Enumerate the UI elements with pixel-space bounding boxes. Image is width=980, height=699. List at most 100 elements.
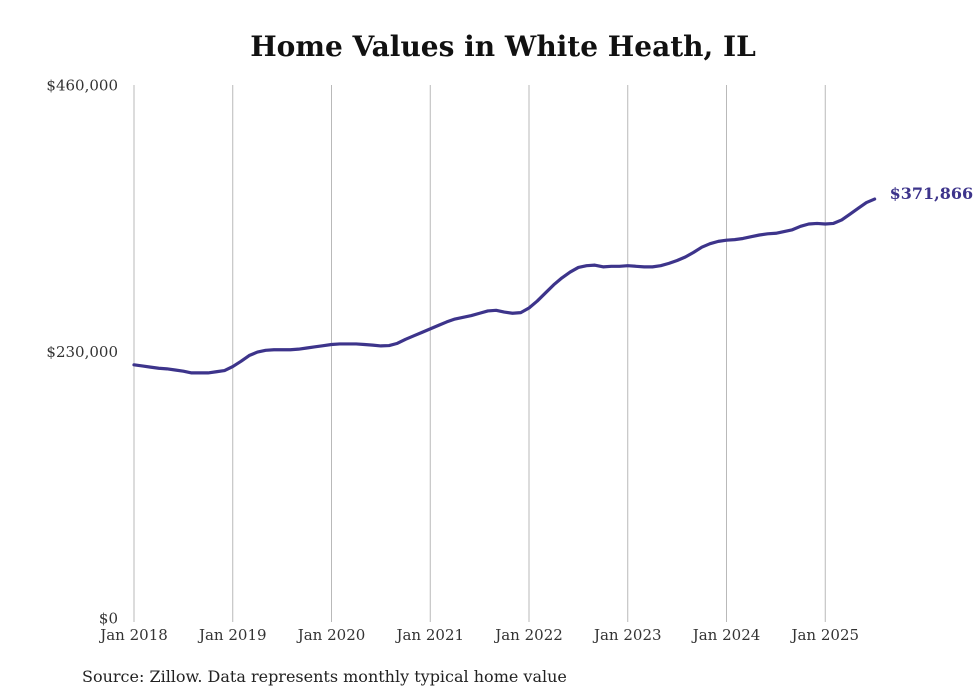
x-tick-label: Jan 2020 [296, 626, 366, 644]
data-point [454, 318, 456, 320]
data-point [618, 265, 621, 267]
y-tick-label: $0 [99, 610, 118, 628]
data-point [561, 277, 563, 279]
data-point [816, 222, 818, 225]
data-point [166, 368, 168, 370]
data-point [495, 309, 497, 311]
data-point [314, 346, 316, 348]
data-point [553, 284, 555, 286]
data-point [643, 266, 645, 268]
data-point [158, 367, 160, 369]
data-point [799, 225, 802, 227]
data-point [281, 349, 283, 351]
data-point [586, 265, 588, 267]
data-point [191, 372, 193, 374]
x-tick-label: Jan 2022 [493, 626, 563, 644]
data-point [479, 312, 481, 314]
data-point [865, 201, 868, 204]
data-point [750, 236, 752, 238]
y-axis-ticks: $0 $230,000 $460,000 [46, 77, 118, 628]
data-point [380, 345, 382, 347]
data-point [841, 219, 843, 221]
data-point [240, 360, 242, 362]
data-point [306, 347, 308, 349]
data-point [709, 243, 711, 245]
data-point [437, 324, 440, 326]
data-point [610, 265, 612, 267]
data-point [660, 265, 662, 267]
data-point [256, 351, 259, 353]
data-point [355, 343, 357, 345]
data-point [199, 372, 201, 374]
data-point [182, 370, 184, 372]
data-point [413, 335, 415, 337]
data-point [767, 233, 769, 235]
data-point [265, 349, 267, 351]
data-point [808, 223, 810, 225]
y-tick-label: $460,000 [46, 77, 118, 95]
data-point [446, 321, 448, 323]
data-point [594, 264, 596, 266]
data-point [577, 266, 579, 269]
data-point [372, 344, 374, 346]
data-point [528, 307, 530, 309]
data-point [717, 240, 719, 242]
data-point [684, 256, 686, 258]
data-point [470, 314, 472, 317]
data-point [758, 234, 761, 236]
x-tick-label: Jan 2021 [394, 626, 464, 644]
data-point [174, 369, 176, 371]
data-point [824, 223, 826, 225]
data-point [791, 229, 793, 231]
data-point [511, 312, 514, 314]
data-point [857, 207, 859, 209]
data-point [651, 266, 654, 268]
data-point [692, 251, 695, 253]
data-point [248, 354, 250, 357]
series-line-home-value [132, 197, 877, 375]
data-point [330, 343, 333, 346]
data-point [429, 328, 431, 330]
end-value-label: $371,866 [890, 184, 974, 203]
data-point [215, 371, 217, 373]
x-tick-label: Jan 2023 [592, 626, 662, 644]
chart-title: Home Values in White Heath, IL [250, 30, 756, 63]
data-point [388, 344, 390, 347]
data-point [421, 331, 423, 333]
data-point [462, 316, 464, 318]
data-point [404, 338, 407, 340]
data-points [133, 198, 876, 374]
data-point [635, 265, 637, 267]
data-point [487, 310, 489, 312]
data-point [232, 365, 234, 368]
data-point [569, 271, 571, 273]
data-point [742, 237, 744, 240]
data-point [734, 239, 736, 241]
data-point [223, 369, 226, 372]
data-point [627, 265, 629, 267]
data-point [544, 292, 547, 294]
gridlines [133, 85, 826, 622]
data-point [832, 222, 835, 225]
x-tick-label: Jan 2025 [789, 626, 859, 644]
data-point [849, 213, 851, 215]
data-point [701, 246, 703, 248]
data-point [322, 345, 324, 347]
data-point [141, 365, 143, 367]
data-point [874, 198, 876, 200]
data-point [783, 230, 785, 233]
data-point [536, 300, 538, 302]
data-point [363, 343, 366, 346]
data-point [775, 232, 777, 234]
y-tick-label: $230,000 [46, 343, 118, 361]
data-point [339, 343, 341, 345]
data-point [207, 372, 209, 374]
data-point [676, 259, 678, 262]
data-point [273, 349, 275, 351]
data-point [133, 364, 135, 366]
data-point [602, 266, 604, 268]
x-tick-label: Jan 2024 [691, 626, 761, 644]
data-point [503, 311, 505, 313]
x-tick-label: Jan 2018 [98, 626, 168, 644]
